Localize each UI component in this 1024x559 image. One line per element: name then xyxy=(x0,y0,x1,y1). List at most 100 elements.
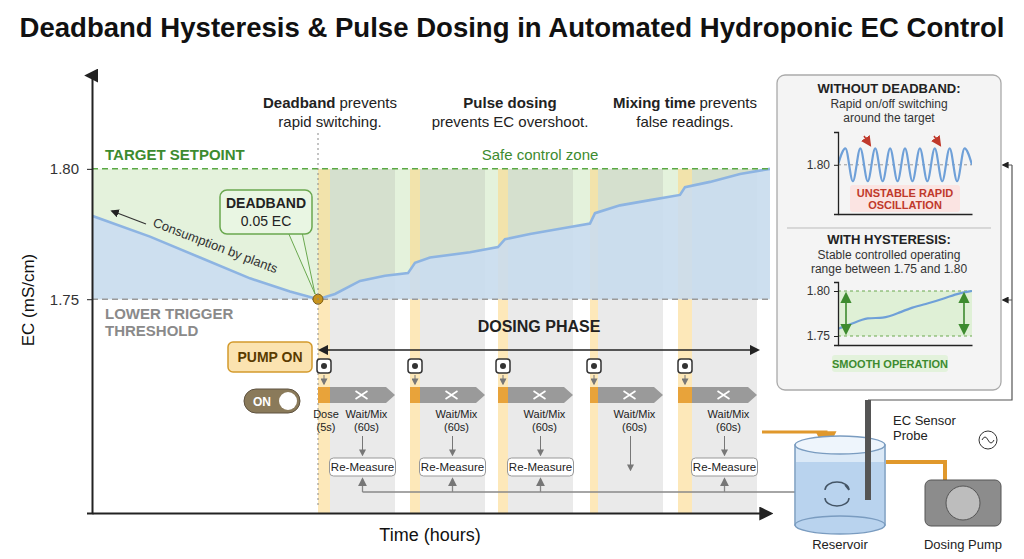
wait-label: Wait/Mix xyxy=(436,408,478,420)
caption-bg xyxy=(850,185,960,212)
tick: 1.80 xyxy=(807,158,838,172)
signal-icon xyxy=(979,431,997,449)
annotation-part: Pulse dosing xyxy=(463,94,556,111)
dose-block xyxy=(498,387,508,403)
inset-bound xyxy=(838,291,972,292)
tick: 1.75 xyxy=(807,329,838,343)
dose-block xyxy=(590,387,598,403)
measure-label: Re-Measure xyxy=(331,461,394,473)
flow-arrow xyxy=(452,436,453,455)
inset-x-axis xyxy=(839,214,973,215)
inset-panel xyxy=(777,75,1001,390)
tick-mark xyxy=(834,291,838,292)
pump-icon-dot xyxy=(321,363,327,369)
tick: 1.80 xyxy=(50,160,92,177)
inset-caption: UNSTABLE RAPID xyxy=(857,187,953,199)
dose-window xyxy=(410,169,420,513)
canvas: Deadband Hysteresis & Pulse Dosing in Au… xyxy=(0,0,1024,559)
inset-plot xyxy=(838,291,972,336)
inset-plot xyxy=(838,148,972,181)
annotation-part: rapid switching. xyxy=(278,113,381,130)
annotation-part: Deadband xyxy=(263,94,336,111)
pump-rotor xyxy=(946,486,980,520)
flow-arrow xyxy=(362,436,363,455)
deadband-title: DEADBAND xyxy=(226,195,306,211)
wait-label: (60s) xyxy=(354,421,379,433)
mix-icon xyxy=(624,391,636,399)
ec-area xyxy=(92,169,770,299)
inset-line xyxy=(838,291,972,329)
inset-bound xyxy=(838,336,972,337)
pump-icon xyxy=(678,359,692,373)
dose-window xyxy=(318,169,330,513)
pump-icon xyxy=(317,359,331,373)
inset-subtitle: around the target xyxy=(843,111,935,125)
inset-y-axis: 1.80 1.75 xyxy=(807,283,839,346)
annotation-part: false readings. xyxy=(636,113,734,130)
x-axis-line xyxy=(93,513,771,515)
flow-arrow xyxy=(685,375,686,384)
flow-arrow xyxy=(540,436,541,455)
flow-arrow xyxy=(594,375,595,384)
annotation-part: prevents EC overshoot. xyxy=(432,113,589,130)
measure-label: Re-Measure xyxy=(421,461,484,473)
pump-on-label: PUMP ON xyxy=(237,349,302,365)
inset-y-axis-line xyxy=(834,283,839,346)
wire-arrow xyxy=(1003,165,1012,166)
pump-icon xyxy=(408,359,422,373)
probe xyxy=(865,400,871,500)
mix-block xyxy=(692,387,757,403)
mix-icon xyxy=(446,391,458,399)
inset-y-axis-line xyxy=(834,133,839,215)
pump-icon xyxy=(496,359,510,373)
dose-label: (5s) xyxy=(317,421,336,433)
annotation-part: prevents xyxy=(339,94,397,111)
tick-label: 1.80 xyxy=(807,284,831,298)
mix-swirl xyxy=(825,482,849,506)
inset-divider xyxy=(787,228,991,229)
wire-arrow xyxy=(1003,300,1012,301)
mix-icon xyxy=(718,391,730,399)
annotation-part: prevents xyxy=(699,94,757,111)
pump-icon-dot xyxy=(591,363,597,369)
inset-caption: SMOOTH OPERATION xyxy=(832,358,948,370)
lower-label: THRESHOLD xyxy=(105,322,199,339)
tick-label: 1.75 xyxy=(807,329,831,343)
tick-label: 1.75 xyxy=(50,291,79,308)
reservoir-label: Reservoir xyxy=(812,537,868,552)
x-axis-title: Time (hours) xyxy=(379,525,480,545)
dosing-phase-label: DOSING PHASE xyxy=(478,318,601,335)
mix-block xyxy=(508,387,573,403)
measure-box xyxy=(420,458,486,476)
measure-label: Re-Measure xyxy=(509,461,572,473)
reservoir-body xyxy=(795,445,885,525)
inset-band xyxy=(838,291,972,336)
switch xyxy=(244,389,300,413)
title: Deadband Hysteresis & Pulse Dosing in Au… xyxy=(20,13,1005,43)
y-axis-line xyxy=(87,76,93,514)
signal-wave xyxy=(982,437,994,443)
consumption-arrow xyxy=(112,211,146,224)
inset-y-axis: 1.80 xyxy=(807,133,839,215)
probe-label: Probe xyxy=(893,428,928,443)
deadband-box xyxy=(220,190,312,234)
pump-on-box xyxy=(228,342,312,372)
feedback-arrow xyxy=(540,479,541,492)
flow-arrow xyxy=(324,375,325,384)
annotation: prevents EC overshoot. xyxy=(432,113,589,130)
inset-caption: OSCILLATION xyxy=(868,199,942,211)
inset-x-axis-line xyxy=(839,214,973,215)
flow-arrow xyxy=(503,375,504,384)
flow-arrow xyxy=(630,436,631,470)
inset-subtitle: Stable controlled operating xyxy=(818,248,961,262)
ec-line xyxy=(92,169,770,299)
annotation: rapid switching. xyxy=(278,113,381,130)
dose-label: Dose xyxy=(313,408,339,420)
dose-window xyxy=(498,169,508,513)
inset-line xyxy=(838,148,972,181)
flow-arrow xyxy=(724,436,725,455)
probe-label: EC Sensor xyxy=(893,413,957,428)
wait-label: (60s) xyxy=(716,421,741,433)
mix-block xyxy=(598,387,663,403)
y-axis-title: EC (mS/cm) xyxy=(19,254,38,347)
